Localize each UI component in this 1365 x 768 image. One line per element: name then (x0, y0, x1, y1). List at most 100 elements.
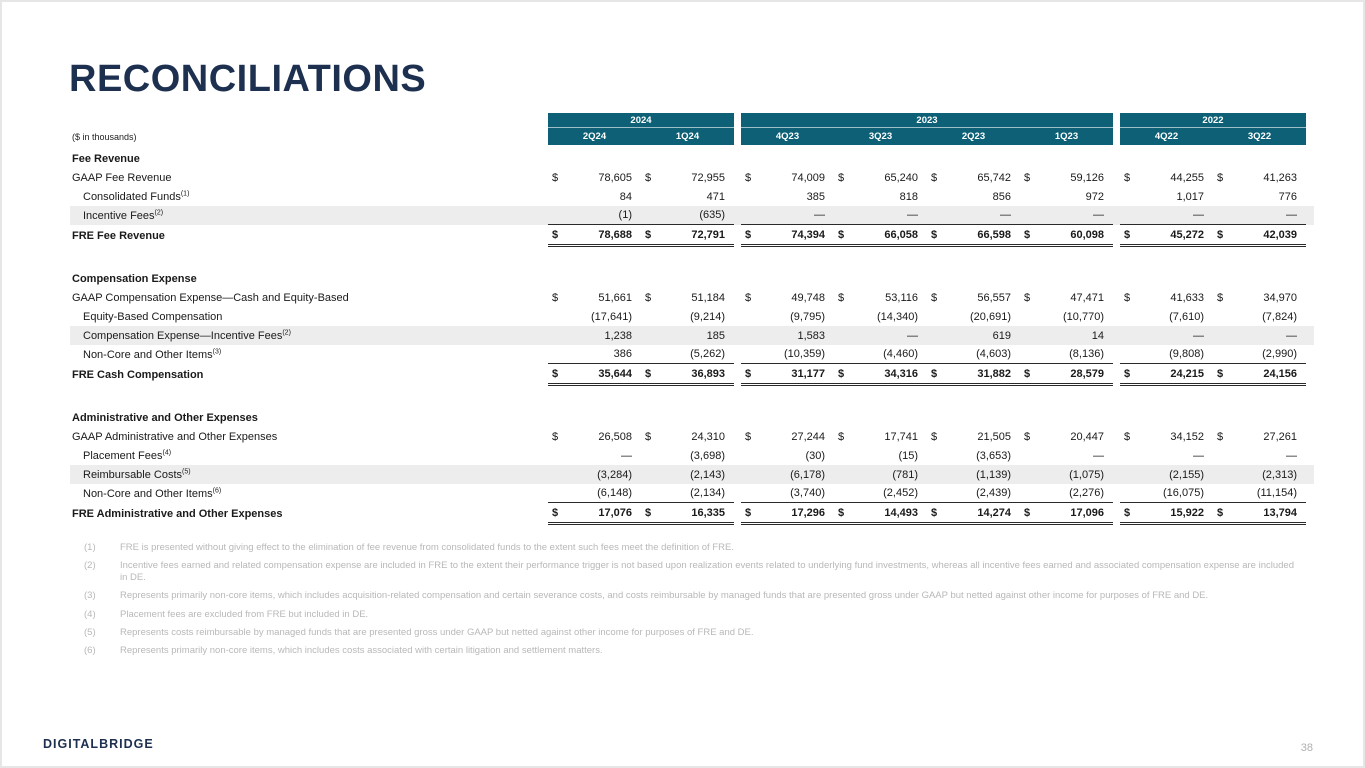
value-cell: 1,017 (1120, 187, 1213, 206)
value-cell: $13,794 (1213, 503, 1306, 522)
footnote-marker: (3) (212, 347, 222, 355)
total-label: FRE Cash Compensation (72, 369, 204, 381)
cell-value: 15,922 (1170, 506, 1204, 519)
dollar-sign: $ (1024, 430, 1031, 443)
value-cell: $66,058 (834, 225, 927, 244)
dollar-sign: $ (645, 291, 652, 304)
value-cell: — (1213, 446, 1306, 465)
table-row: Compensation Expense—Incentive Fees(2) 1,… (70, 326, 1314, 345)
value-cell: $31,177 (741, 364, 834, 383)
cell-value: 47,471 (1070, 291, 1104, 304)
cell-value: (20,691) (970, 310, 1011, 323)
group-gap (1113, 446, 1120, 465)
cell-value: 386 (613, 348, 632, 360)
cell-value: (2,134) (690, 487, 725, 499)
cell-value: (9,808) (1169, 348, 1204, 360)
group-gap (1113, 465, 1120, 484)
value-cell: (10,770) (1020, 307, 1113, 326)
cell-value: 1,017 (1176, 190, 1204, 203)
value-cell: — (927, 206, 1020, 224)
cell-value: 31,882 (977, 367, 1011, 380)
value-cell: (16,075) (1120, 484, 1213, 502)
cell-value: (11,154) (1256, 487, 1297, 499)
footnote-marker: (1) (180, 189, 190, 197)
value-group: 1,238 185 (548, 326, 734, 345)
value-group: $24,215 $24,156 (1120, 364, 1306, 386)
footnote: (1) FRE is presented without giving effec… (84, 542, 1302, 553)
cell-value: (10,359) (784, 348, 825, 360)
cell-value: 49,748 (791, 291, 825, 304)
value-cell: (3,740) (741, 484, 834, 502)
reconciliation-table: ($ in thousands) 2024 2Q24 1Q24 2023 4Q23 3Q2… (70, 112, 1314, 525)
value-cell: (1,075) (1020, 465, 1113, 484)
row-label-text: GAAP Administrative and Other Expenses (72, 430, 278, 443)
group-gap (1113, 484, 1120, 503)
cell-value: 74,009 (791, 171, 825, 184)
value-group: $27,244 $17,741 $21,505 $20,447 (741, 427, 1113, 446)
row-label: GAAP Compensation Expense—Cash and Equit… (70, 292, 548, 304)
value-cell: $65,240 (834, 168, 927, 187)
dollar-sign: $ (1217, 430, 1224, 443)
cell-value: 1,583 (797, 329, 825, 342)
value-cell: — (548, 446, 641, 465)
cell-value: 45,272 (1170, 228, 1204, 241)
cell-value: (6,148) (597, 487, 632, 499)
value-cell: (781) (834, 465, 927, 484)
cell-value: (7,610) (1169, 310, 1204, 323)
cell-value: — (1000, 209, 1011, 221)
cell-value: — (907, 209, 918, 221)
cell-value: 51,184 (691, 291, 725, 304)
year-label: 2023 (741, 113, 1113, 128)
value-cell: (635) (641, 206, 734, 224)
value-group: — — (1120, 326, 1306, 345)
cell-value: 65,240 (884, 171, 918, 184)
dollar-sign: $ (1217, 367, 1224, 380)
cell-value: 17,296 (791, 506, 825, 519)
dollar-sign: $ (1217, 171, 1224, 184)
value-cell: $17,741 (834, 427, 927, 446)
dollar-sign: $ (931, 367, 938, 380)
page-title: RECONCILIATIONS (69, 58, 427, 100)
cell-value: 72,955 (691, 171, 725, 184)
cell-value: 185 (706, 329, 725, 342)
value-cell: (2,134) (641, 484, 734, 502)
value-group: $17,296 $14,493 $14,274 $17,096 (741, 503, 1113, 525)
cell-value: (17,641) (591, 310, 632, 323)
quarter-label-3q22: 3Q22 (1247, 131, 1272, 142)
dollar-sign: $ (1124, 367, 1131, 380)
dollar-sign: $ (1217, 291, 1224, 304)
row-label-text: Compensation Expense—Incentive Fees (83, 329, 283, 342)
cell-value: 14 (1091, 329, 1104, 342)
dollar-sign: $ (1024, 228, 1031, 241)
row-label-text: Consolidated Funds (83, 190, 181, 203)
value-group: (6,178) (781) (1,139) (1,075) (741, 465, 1113, 484)
value-cell: 818 (834, 187, 927, 206)
value-group: — — (1120, 206, 1306, 225)
dollar-sign: $ (1024, 291, 1031, 304)
value-group: (9,808) (2,990) (1120, 345, 1306, 364)
cell-value: (14,340) (877, 310, 918, 323)
quarter-label-4q23: 4Q23 (775, 131, 800, 142)
group-gap (1113, 326, 1120, 345)
quarter-label-4q22: 4Q22 (1154, 131, 1179, 142)
year-label: 2024 (548, 113, 734, 128)
cell-value: 27,244 (791, 430, 825, 443)
cell-value: (16,075) (1163, 487, 1204, 499)
page-number: 38 (1300, 742, 1313, 754)
value-cell: $56,557 (927, 288, 1020, 307)
cell-value: 28,579 (1070, 367, 1104, 380)
dollar-sign: $ (645, 506, 652, 519)
table-row: GAAP Fee Revenue $78,605 $72,955 $74,009 $65… (70, 168, 1314, 187)
group-gap (734, 446, 741, 465)
group-gap (1113, 225, 1120, 247)
value-cell: (30) (741, 446, 834, 465)
value-cell: — (1213, 206, 1306, 224)
value-cell: $66,598 (927, 225, 1020, 244)
cell-value: 66,598 (977, 228, 1011, 241)
value-cell: $51,184 (641, 288, 734, 307)
value-cell: 1,583 (741, 326, 834, 345)
footnote: (6) Represents primarily non-core items, … (84, 645, 1302, 656)
value-group: (2,155) (2,313) (1120, 465, 1306, 484)
value-group: $51,661 $51,184 (548, 288, 734, 307)
cell-value: 51,661 (598, 291, 632, 304)
